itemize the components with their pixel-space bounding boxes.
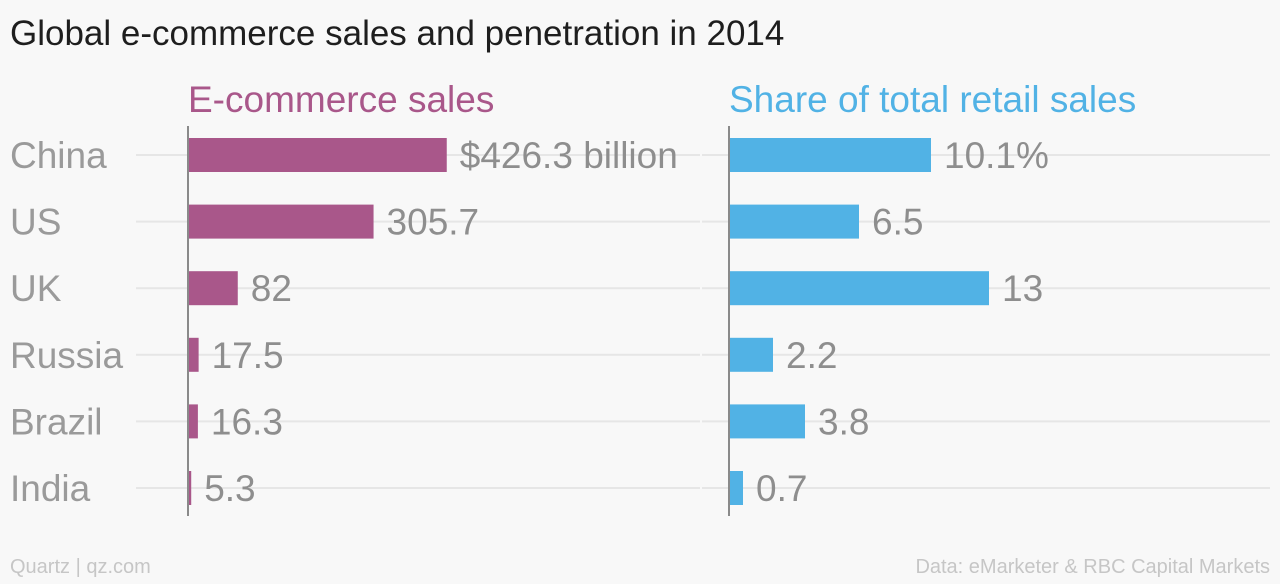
bar-2-russia xyxy=(729,337,773,372)
bar-2-brazil xyxy=(729,404,805,439)
bar-2-india xyxy=(729,471,743,505)
panel-header-1: E-commerce sales xyxy=(188,79,494,120)
value-label-2-us: 6.5 xyxy=(872,202,923,243)
bar-1-china xyxy=(188,138,447,172)
value-label-2-russia: 2.2 xyxy=(786,335,837,376)
panel-header-2: Share of total retail sales xyxy=(729,79,1136,120)
value-label-1-india: 5.3 xyxy=(204,468,255,509)
category-label-india: India xyxy=(10,468,91,509)
category-label-brazil: Brazil xyxy=(10,401,103,442)
value-label-1-russia: 17.5 xyxy=(212,335,284,376)
bar-2-us xyxy=(729,204,859,239)
bar-2-china xyxy=(729,138,931,172)
bar-2-uk xyxy=(729,271,989,306)
bar-1-us xyxy=(188,204,374,239)
footer-credit: Quartz | qz.com xyxy=(10,556,151,578)
bar-1-russia xyxy=(188,337,199,372)
category-label-us: US xyxy=(10,202,61,243)
value-label-1-brazil: 16.3 xyxy=(211,401,283,442)
footer-source: Data: eMarketer & RBC Capital Markets xyxy=(915,556,1270,578)
category-label-uk: UK xyxy=(10,268,62,309)
value-label-1-us: 305.7 xyxy=(387,202,480,243)
value-label-2-brazil: 3.8 xyxy=(818,401,869,442)
category-label-china: China xyxy=(10,135,107,176)
category-label-russia: Russia xyxy=(10,335,124,376)
bar-1-brazil xyxy=(188,404,198,439)
value-label-2-india: 0.7 xyxy=(756,468,807,509)
value-label-1-uk: 82 xyxy=(251,268,292,309)
bar-1-uk xyxy=(188,271,238,306)
value-label-2-china: 10.1% xyxy=(944,135,1049,176)
bar-1-india xyxy=(188,471,192,505)
value-label-1-china: $426.3 billion xyxy=(460,135,678,176)
value-label-2-uk: 13 xyxy=(1002,268,1043,309)
chart-title: Global e-commerce sales and penetration … xyxy=(10,14,785,53)
